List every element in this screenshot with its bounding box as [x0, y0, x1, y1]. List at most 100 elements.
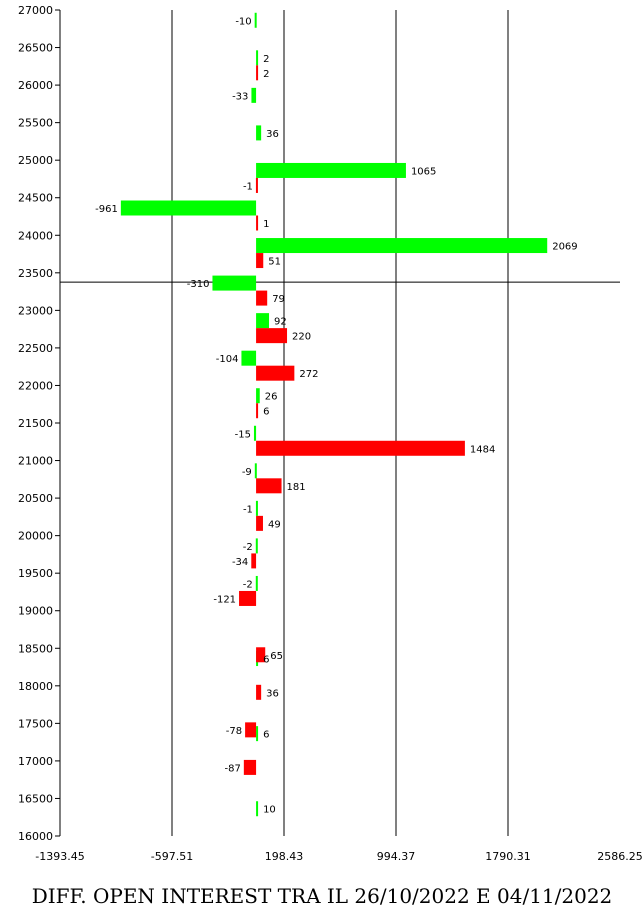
y-tick-label: 17000: [18, 755, 53, 768]
bar-value-label: 10: [263, 805, 276, 816]
bar-value-label: 1484: [470, 444, 495, 455]
y-tick-label: 26500: [18, 42, 53, 55]
y-tick-label: 18500: [18, 642, 53, 655]
bar-value-label: 26: [265, 392, 278, 403]
y-tick-label: 25500: [18, 117, 53, 130]
open-interest-chart: 27000 26500 26000 25500 25000 24500 24000 23500…: [18, 4, 643, 863]
bar-value-label: -121: [213, 594, 236, 605]
bar-value-label: -1: [243, 504, 253, 515]
y-tick-label: 25000: [18, 154, 53, 167]
bar-value-label: 2: [263, 69, 269, 80]
x-tick-label: -597.51: [151, 850, 193, 863]
y-tick-label: 24500: [18, 192, 53, 205]
bar: [256, 253, 264, 269]
y-tick-label: 17500: [18, 717, 53, 730]
bar-value-label: -310: [187, 279, 210, 290]
bars: [120, 12, 548, 817]
y-tick-label: 20500: [18, 492, 53, 505]
y-tick-label: 27000: [18, 4, 53, 17]
bar: [256, 801, 259, 817]
bar: [256, 403, 259, 419]
bar: [256, 365, 295, 381]
bar-value-label: 272: [299, 369, 318, 380]
axes: 27000 26500 26000 25500 25000 24500 24000 23500…: [18, 4, 643, 863]
bar: [251, 87, 257, 103]
bar: [254, 12, 257, 28]
y-tick-label: 19000: [18, 605, 53, 618]
y-tick-label: 20000: [18, 530, 53, 543]
x-tick-label: 994.37: [377, 850, 416, 863]
bar: [256, 726, 259, 742]
bar-value-label: -15: [235, 429, 251, 440]
bar: [255, 538, 258, 554]
y-tick-label: 22500: [18, 342, 53, 355]
bar-value-label: -78: [226, 726, 242, 737]
y-tick-label: 21000: [18, 455, 53, 468]
bar: [254, 463, 257, 479]
bar-value-label: 181: [287, 482, 306, 493]
bar: [255, 177, 258, 193]
bar-value-label: 6: [263, 730, 269, 741]
x-tick-label: 2586.25: [597, 850, 643, 863]
bar: [256, 215, 259, 231]
bar-value-label: 2: [263, 54, 269, 65]
bar-value-label: 79: [272, 294, 285, 305]
y-tick-label: 22000: [18, 379, 53, 392]
x-tick-label: 1790.31: [485, 850, 531, 863]
bar: [256, 684, 262, 700]
bar-value-label: 1: [263, 219, 269, 230]
y-tick-label: 26000: [18, 79, 53, 92]
bar: [255, 575, 258, 591]
y-tick-label: 19500: [18, 567, 53, 580]
bar-value-label: 92: [274, 317, 287, 328]
y-tick-label: 16000: [18, 830, 53, 843]
bar-value-label: 1065: [411, 166, 436, 177]
chart-title: DIFF. OPEN INTEREST TRA IL 26/10/2022 E …: [31, 884, 613, 908]
bar-labels: -102-33361065-9612069-31092-10426-15-9-1…: [95, 16, 578, 815]
bar-value-label: -34: [232, 557, 248, 568]
bar-value-label: -104: [216, 354, 239, 365]
bar-value-label: -9: [242, 467, 252, 478]
bar: [256, 440, 465, 456]
y-tick-label: 18000: [18, 680, 53, 693]
bar-value-label: -33: [232, 91, 248, 102]
bar-value-label: 49: [268, 519, 281, 530]
bar: [253, 425, 257, 441]
bar-value-label: -10: [235, 16, 251, 27]
bar: [239, 590, 257, 606]
bar: [243, 759, 257, 775]
bar: [212, 275, 257, 291]
bar: [245, 722, 257, 738]
bar: [251, 553, 257, 569]
y-tick-label: 24000: [18, 229, 53, 242]
bar: [256, 162, 406, 178]
bar-value-label: -2: [243, 579, 253, 590]
bar-value-label: -87: [224, 763, 240, 774]
bar: [256, 388, 260, 404]
bar-value-label: -961: [95, 204, 118, 215]
bar-value-label: 6: [263, 407, 269, 418]
bar-value-label: 65: [270, 651, 283, 662]
x-tick-label: -1393.45: [35, 850, 84, 863]
x-tick-label: 198.43: [265, 850, 304, 863]
bar: [256, 647, 266, 663]
y-tick-label: 23500: [18, 267, 53, 280]
bar-value-label: 220: [292, 332, 311, 343]
y-tick-label: 21500: [18, 417, 53, 430]
bar: [256, 313, 270, 329]
bar: [256, 328, 288, 344]
bar-value-label: 51: [268, 257, 281, 268]
bar: [256, 125, 262, 141]
bar-value-label: 36: [266, 129, 279, 140]
bar: [256, 50, 259, 66]
bar-value-label: 6: [263, 655, 269, 666]
bar-value-label: 36: [266, 688, 279, 699]
bar: [241, 350, 257, 366]
bar: [255, 500, 258, 516]
bar-value-label: 2069: [552, 242, 577, 253]
y-tick-label: 23000: [18, 304, 53, 317]
bar: [120, 200, 257, 216]
bar: [256, 65, 259, 81]
bar: [256, 238, 548, 254]
bar: [256, 515, 263, 531]
